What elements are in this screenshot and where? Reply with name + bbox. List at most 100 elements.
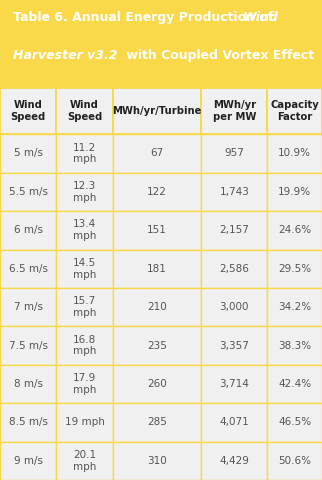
Bar bbox=[267, 250, 322, 288]
Bar bbox=[56, 326, 113, 365]
Bar bbox=[201, 88, 267, 134]
Bar bbox=[201, 288, 267, 326]
Text: 20.1
mph: 20.1 mph bbox=[73, 450, 96, 471]
Bar bbox=[113, 134, 201, 173]
Bar bbox=[201, 250, 267, 288]
Text: 19.9%: 19.9% bbox=[278, 187, 311, 197]
Text: MWh/yr
per MW: MWh/yr per MW bbox=[213, 100, 256, 122]
Text: 310: 310 bbox=[147, 456, 167, 466]
Text: 38.3%: 38.3% bbox=[278, 340, 311, 350]
Text: 10.9%: 10.9% bbox=[278, 148, 311, 158]
Bar bbox=[267, 365, 322, 403]
Text: 5 m/s: 5 m/s bbox=[14, 148, 43, 158]
Bar bbox=[0, 173, 56, 211]
Text: 210: 210 bbox=[147, 302, 167, 312]
Text: 7 m/s: 7 m/s bbox=[14, 302, 43, 312]
Bar bbox=[201, 403, 267, 442]
Bar bbox=[113, 326, 201, 365]
Text: 4,429: 4,429 bbox=[219, 456, 249, 466]
Bar bbox=[0, 288, 56, 326]
Text: Harvester v3.2: Harvester v3.2 bbox=[13, 49, 118, 62]
Bar bbox=[201, 365, 267, 403]
Text: 2,586: 2,586 bbox=[219, 264, 249, 274]
Text: 260: 260 bbox=[147, 379, 167, 389]
Bar bbox=[0, 211, 56, 250]
Bar bbox=[56, 173, 113, 211]
Bar bbox=[0, 134, 56, 173]
Text: 8.5 m/s: 8.5 m/s bbox=[9, 418, 48, 427]
Bar bbox=[267, 403, 322, 442]
Text: 181: 181 bbox=[147, 264, 167, 274]
Text: Capacity
Factor: Capacity Factor bbox=[270, 100, 319, 122]
Bar bbox=[267, 326, 322, 365]
Text: 11.2
mph: 11.2 mph bbox=[73, 143, 96, 164]
Bar bbox=[113, 288, 201, 326]
Bar bbox=[267, 288, 322, 326]
Text: 19 mph: 19 mph bbox=[65, 418, 104, 427]
Text: 3,714: 3,714 bbox=[219, 379, 249, 389]
Text: Table 6. Annual Energy Production of: Table 6. Annual Energy Production of bbox=[13, 11, 278, 24]
Bar bbox=[113, 403, 201, 442]
Text: 17.9
mph: 17.9 mph bbox=[73, 373, 96, 395]
Bar bbox=[56, 442, 113, 480]
Bar bbox=[267, 442, 322, 480]
Bar bbox=[113, 88, 201, 134]
Text: 2,157: 2,157 bbox=[219, 225, 249, 235]
Text: 957: 957 bbox=[224, 148, 244, 158]
Text: 6 m/s: 6 m/s bbox=[14, 225, 43, 235]
Bar bbox=[267, 134, 322, 173]
Text: 42.4%: 42.4% bbox=[278, 379, 311, 389]
Text: 285: 285 bbox=[147, 418, 167, 427]
Text: Wind: Wind bbox=[243, 11, 279, 24]
Text: 151: 151 bbox=[147, 225, 167, 235]
Bar bbox=[267, 88, 322, 134]
Bar bbox=[0, 403, 56, 442]
Bar bbox=[267, 211, 322, 250]
Text: 14.5
mph: 14.5 mph bbox=[73, 258, 96, 279]
Text: 16.8
mph: 16.8 mph bbox=[73, 335, 96, 356]
Text: 5.5 m/s: 5.5 m/s bbox=[9, 187, 48, 197]
Bar bbox=[56, 403, 113, 442]
Text: Wind
Speed: Wind Speed bbox=[67, 100, 102, 122]
Text: Wind
Speed: Wind Speed bbox=[11, 100, 46, 122]
Text: 9 m/s: 9 m/s bbox=[14, 456, 43, 466]
Text: 46.5%: 46.5% bbox=[278, 418, 311, 427]
Bar bbox=[0, 442, 56, 480]
Text: 1,743: 1,743 bbox=[219, 187, 249, 197]
Text: 235: 235 bbox=[147, 340, 167, 350]
Bar bbox=[0, 250, 56, 288]
Bar bbox=[201, 442, 267, 480]
Text: 24.6%: 24.6% bbox=[278, 225, 311, 235]
Text: 7.5 m/s: 7.5 m/s bbox=[9, 340, 48, 350]
Bar bbox=[56, 250, 113, 288]
Text: 13.4
mph: 13.4 mph bbox=[73, 219, 96, 241]
Bar bbox=[56, 288, 113, 326]
Bar bbox=[267, 173, 322, 211]
Bar bbox=[56, 88, 113, 134]
Bar bbox=[113, 173, 201, 211]
Text: 12.3
mph: 12.3 mph bbox=[73, 181, 96, 203]
Text: 122: 122 bbox=[147, 187, 167, 197]
Bar bbox=[113, 250, 201, 288]
Bar bbox=[56, 134, 113, 173]
Bar bbox=[113, 442, 201, 480]
Bar bbox=[201, 173, 267, 211]
Text: 4,071: 4,071 bbox=[219, 418, 249, 427]
Bar bbox=[56, 211, 113, 250]
Text: 8 m/s: 8 m/s bbox=[14, 379, 43, 389]
Bar bbox=[56, 365, 113, 403]
Text: 3,357: 3,357 bbox=[219, 340, 249, 350]
Text: 34.2%: 34.2% bbox=[278, 302, 311, 312]
Bar bbox=[201, 134, 267, 173]
Text: with Coupled Vortex Effect: with Coupled Vortex Effect bbox=[122, 49, 315, 62]
Text: 3,000: 3,000 bbox=[220, 302, 249, 312]
Bar bbox=[201, 211, 267, 250]
Bar bbox=[113, 365, 201, 403]
Text: 6.5 m/s: 6.5 m/s bbox=[9, 264, 48, 274]
Text: 29.5%: 29.5% bbox=[278, 264, 311, 274]
Bar bbox=[113, 211, 201, 250]
Text: 67: 67 bbox=[150, 148, 164, 158]
Bar bbox=[201, 326, 267, 365]
Text: MWh/yr/Turbine: MWh/yr/Turbine bbox=[112, 106, 202, 116]
Text: 50.6%: 50.6% bbox=[278, 456, 311, 466]
